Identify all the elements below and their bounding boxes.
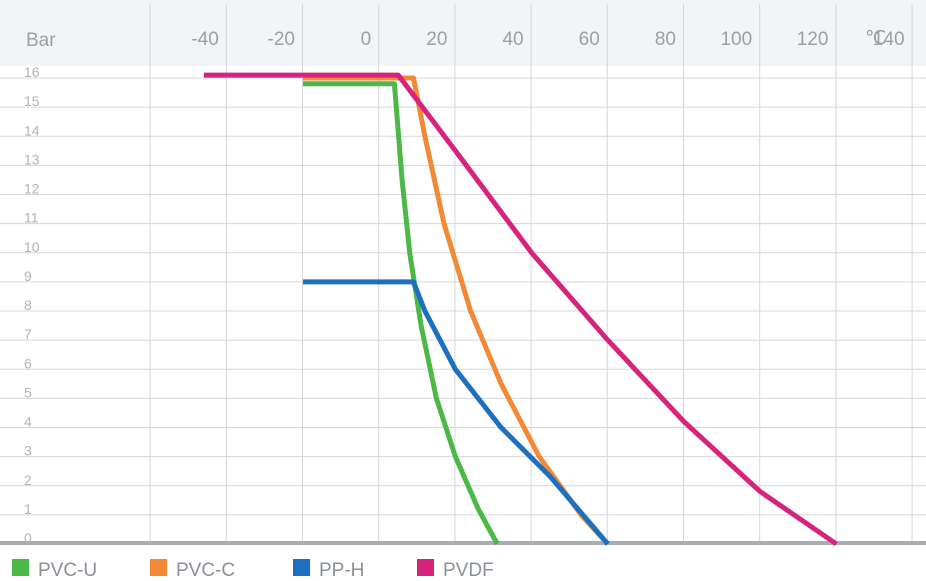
y-tick-label: 0	[24, 530, 32, 546]
legend-swatch	[417, 559, 434, 576]
y-tick-label: 1	[24, 501, 32, 517]
y-tick-label: 3	[24, 443, 32, 459]
y-tick-label: 5	[24, 384, 32, 400]
y-tick-label: 11	[24, 210, 39, 226]
legend-swatch	[12, 559, 29, 576]
x-tick-label: 100	[720, 29, 752, 50]
legend-label: PVDF	[443, 560, 494, 581]
series-line-pp-h	[303, 279, 610, 546]
y-tick-label: 9	[24, 268, 32, 284]
x-tick-labels: -40 -20 0 20 40 60 80 100 120 140	[191, 29, 904, 50]
legend-label: PP-H	[319, 560, 364, 581]
x-tick-label: -20	[268, 29, 295, 50]
series-line-pvdf	[203, 72, 838, 547]
y-tick-label: 16	[24, 64, 40, 80]
x-tick-label: 140	[873, 29, 905, 50]
x-tick-label: 0	[361, 29, 372, 50]
legend-label: PVC-U	[38, 560, 97, 581]
legend-label: PVC-C	[176, 560, 235, 581]
legend-item: PVC-U	[12, 559, 97, 581]
y-tick-label: 13	[24, 151, 40, 167]
y-tick-label: 12	[24, 181, 40, 197]
x-tick-label: 80	[655, 29, 676, 50]
legend-swatch	[293, 559, 310, 576]
y-tick-label: 2	[24, 472, 32, 488]
legend-item: PP-H	[293, 559, 364, 581]
legend: PVC-U PVC-C PP-H PVDF	[12, 559, 494, 581]
y-tick-label: 4	[24, 414, 32, 430]
y-axis-label: Bar	[26, 30, 56, 51]
x-tick-label: 120	[797, 29, 829, 50]
x-tick-label: 60	[579, 29, 600, 50]
y-tick-label: 8	[24, 297, 32, 313]
x-tick-label: -40	[191, 29, 218, 50]
y-tick-label: 7	[24, 326, 32, 342]
y-tick-label: 6	[24, 355, 32, 371]
x-axis-unit-label: ℃	[865, 28, 886, 49]
header-band	[0, 0, 926, 66]
y-tick-label: 15	[24, 93, 40, 109]
x-tick-label: 40	[502, 29, 523, 50]
y-tick-label: 10	[24, 239, 40, 255]
series-lines	[203, 72, 838, 547]
legend-swatch	[150, 559, 167, 576]
series-line-pvc-u	[303, 81, 500, 546]
x-tick-label: 20	[426, 29, 447, 50]
vertical-gridlines	[149, 4, 913, 544]
legend-item: PVDF	[417, 559, 494, 581]
y-tick-label: 14	[24, 122, 40, 138]
legend-item: PVC-C	[150, 559, 235, 581]
horizontal-gridlines	[0, 77, 926, 545]
